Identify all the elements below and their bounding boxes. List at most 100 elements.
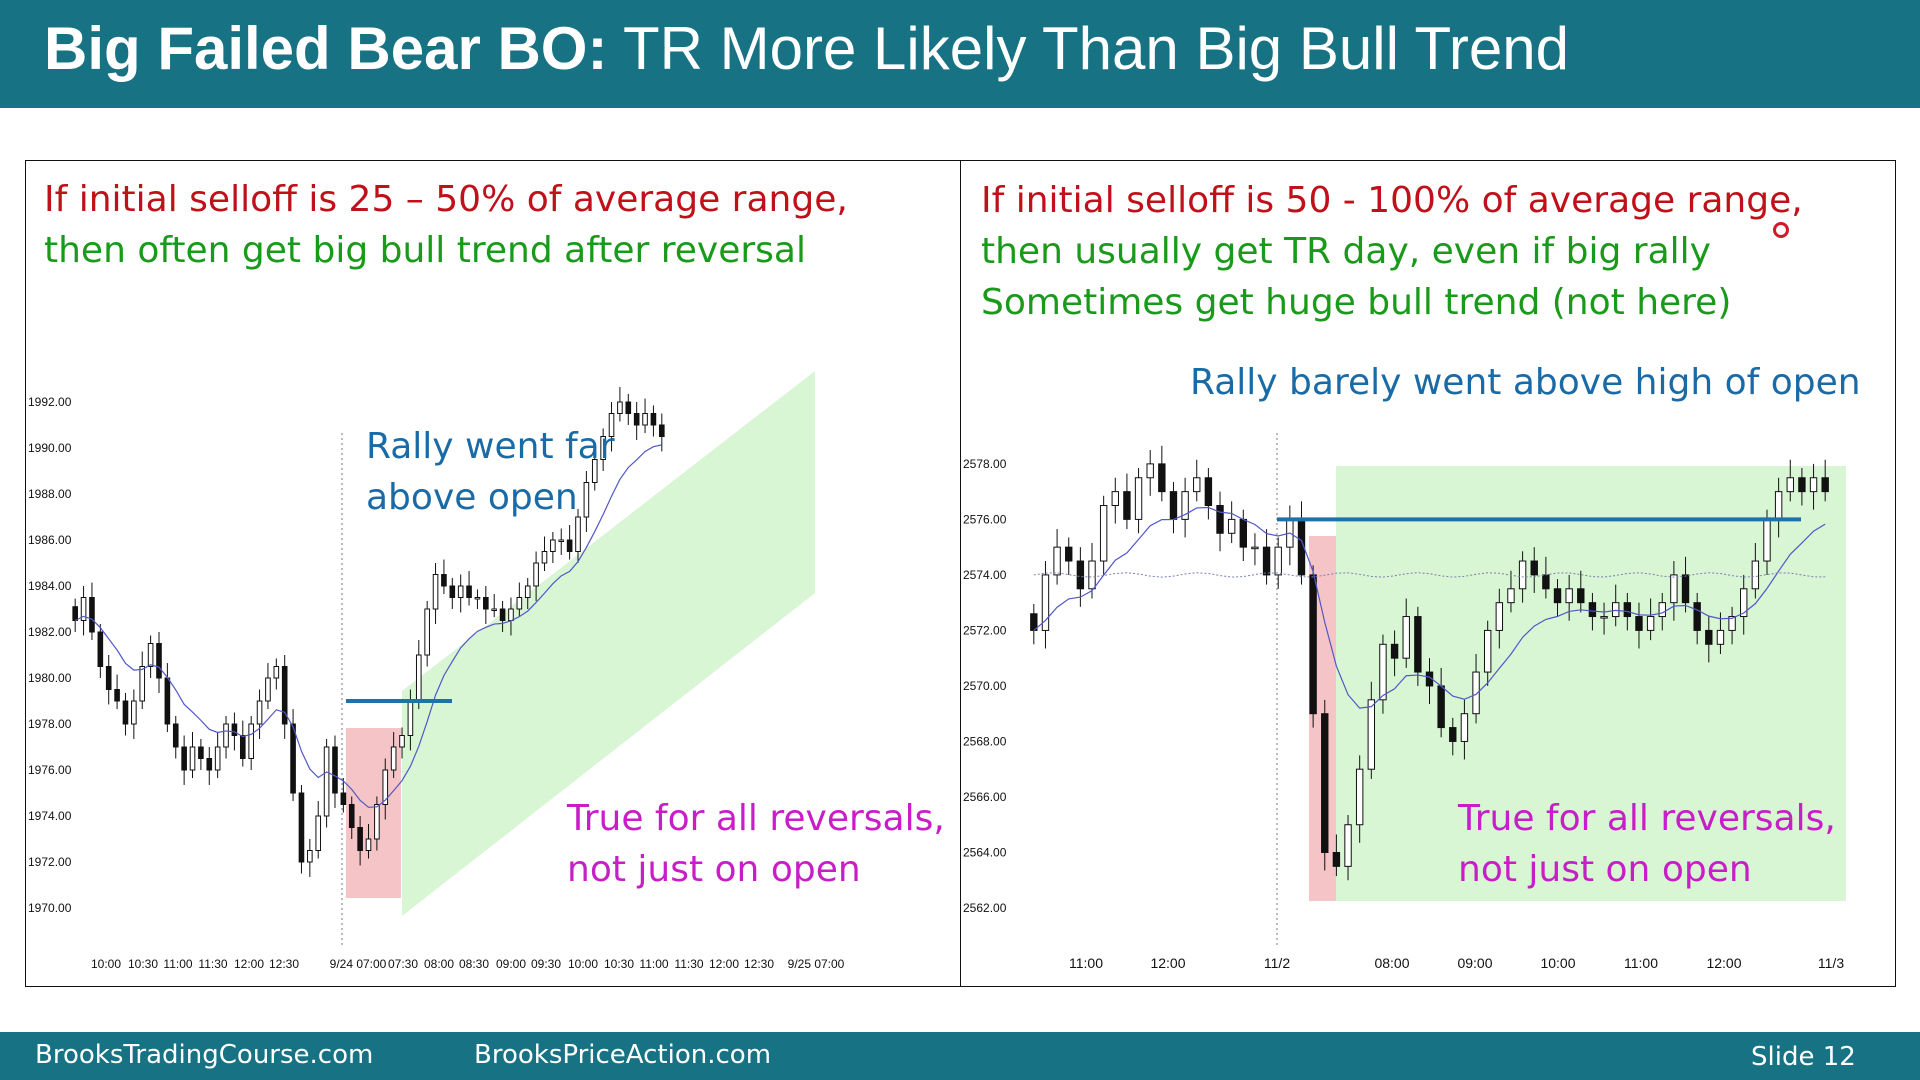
- candle-body: [189, 746, 196, 771]
- right-bottom-line1: True for all reversals,: [1458, 798, 1836, 839]
- candle-body: [281, 666, 288, 725]
- candle-body: [1716, 629, 1725, 645]
- candle-body: [290, 723, 296, 794]
- candle-body: [1123, 491, 1131, 520]
- x-tick-label: 11:00: [639, 957, 668, 971]
- reference-line: [1033, 572, 1826, 578]
- right-note-line2: then usually get TR day, even if big ral…: [981, 231, 1711, 272]
- candle-body: [1169, 491, 1178, 520]
- x-tick-label: 09:00: [496, 957, 526, 971]
- y-tick-label: 2578.00: [963, 457, 1007, 471]
- x-tick-label: 9/25 07:00: [788, 957, 845, 971]
- candle-body: [1530, 560, 1538, 576]
- x-tick-label: 12:00: [234, 957, 264, 971]
- x-tick-label: 11:00: [1069, 955, 1103, 971]
- candle-body: [407, 700, 414, 736]
- left-bottom-line2: not just on open: [567, 849, 861, 890]
- y-tick-label: 2568.00: [963, 734, 1007, 748]
- x-tick-label: 09:30: [531, 957, 561, 971]
- candle-body: [633, 413, 640, 426]
- candle-body: [1216, 505, 1224, 534]
- title-rest: TR More Likely Than Big Bull Trend: [607, 15, 1569, 82]
- candle-body: [1390, 643, 1399, 659]
- candle-body: [1076, 560, 1085, 590]
- left-note-line1: If initial selloff is 25 – 50% of averag…: [44, 179, 848, 220]
- y-tick-label: 1988.00: [28, 487, 72, 501]
- candle-body: [1099, 505, 1108, 562]
- candle-body: [1623, 602, 1632, 618]
- candle-body: [1612, 602, 1620, 618]
- left-callout-line1: Rally went far: [366, 426, 615, 467]
- candle-body: [390, 746, 397, 771]
- x-tick-label: 11/2: [1264, 955, 1290, 971]
- candle-body: [1193, 477, 1201, 493]
- candle-body: [348, 804, 355, 828]
- candle-body: [172, 723, 179, 748]
- candle-body: [374, 804, 380, 840]
- candle-body: [432, 574, 439, 610]
- candle-body: [625, 401, 632, 414]
- x-tick-label: 08:30: [459, 957, 489, 971]
- title-bar: Big Failed Bear BO: TR More Likely Than …: [0, 0, 1920, 108]
- candle-body: [558, 539, 565, 542]
- x-tick-label: 09:00: [1457, 955, 1492, 971]
- candle-body: [298, 792, 305, 863]
- candle-body: [214, 746, 221, 771]
- candle-body: [608, 413, 615, 437]
- candle-body: [206, 758, 213, 771]
- candle-body: [1507, 588, 1515, 604]
- laser-pointer-icon: [1773, 222, 1789, 238]
- x-tick-label: 10:00: [91, 957, 121, 971]
- candle-body: [1262, 546, 1271, 576]
- candle-body: [1158, 463, 1166, 493]
- candle-body: [357, 827, 363, 851]
- candle-body: [1483, 629, 1492, 673]
- candle-body: [1274, 546, 1282, 576]
- y-tick-label: 1972.00: [28, 855, 72, 869]
- x-tick-label: 12:30: [269, 957, 299, 971]
- candle-body: [105, 666, 112, 690]
- candle-body: [1332, 851, 1341, 867]
- candle-body: [1321, 713, 1329, 853]
- x-tick-label: 12:00: [709, 957, 739, 971]
- y-tick-label: 2564.00: [963, 845, 1007, 859]
- left-callout-line2: above open: [366, 477, 578, 518]
- candle-body: [424, 608, 430, 656]
- x-tick-label: 10:30: [128, 957, 158, 971]
- candle-body: [198, 746, 204, 759]
- x-tick-label: 11:00: [163, 957, 192, 971]
- candle-body: [1635, 616, 1643, 631]
- y-tick-label: 2566.00: [963, 790, 1007, 804]
- x-tick-label: 11/3: [1818, 955, 1844, 971]
- candle-body: [1809, 477, 1818, 493]
- candle-body: [1821, 477, 1829, 493]
- candle-body: [1588, 602, 1597, 618]
- footer-site-1: BrooksTradingCourse.com: [35, 1040, 374, 1070]
- right-callout: Rally barely went above high of open: [1190, 362, 1861, 403]
- candle-body: [1088, 560, 1096, 590]
- candle-body: [499, 608, 506, 621]
- candle-body: [164, 677, 171, 725]
- title-bold: Big Failed Bear BO:: [44, 15, 608, 82]
- candle-body: [315, 815, 322, 851]
- y-tick-label: 2576.00: [963, 512, 1007, 526]
- candle-body: [457, 585, 464, 598]
- candle-body: [1681, 574, 1690, 604]
- candle-body: [181, 746, 187, 771]
- candle-body: [1553, 588, 1562, 604]
- candle-body: [72, 606, 78, 622]
- candle-body: [1670, 574, 1678, 604]
- x-tick-label: 12:00: [1150, 955, 1185, 971]
- candle-body: [223, 723, 229, 748]
- candle-body: [1705, 629, 1713, 645]
- candle-body: [265, 677, 271, 702]
- candle-body: [533, 562, 539, 587]
- y-tick-label: 1978.00: [28, 717, 72, 731]
- candle-body: [1251, 546, 1259, 550]
- left-chart-svg: 1992.00 1990.00 1988.00 1986.00 1984.00 1982.…: [28, 371, 845, 971]
- candle-body: [399, 735, 405, 748]
- candle-body: [1542, 574, 1550, 590]
- y-tick-label: 2572.00: [963, 623, 1007, 637]
- candle-body: [491, 608, 498, 611]
- y-tick-label: 2574.00: [963, 568, 1007, 582]
